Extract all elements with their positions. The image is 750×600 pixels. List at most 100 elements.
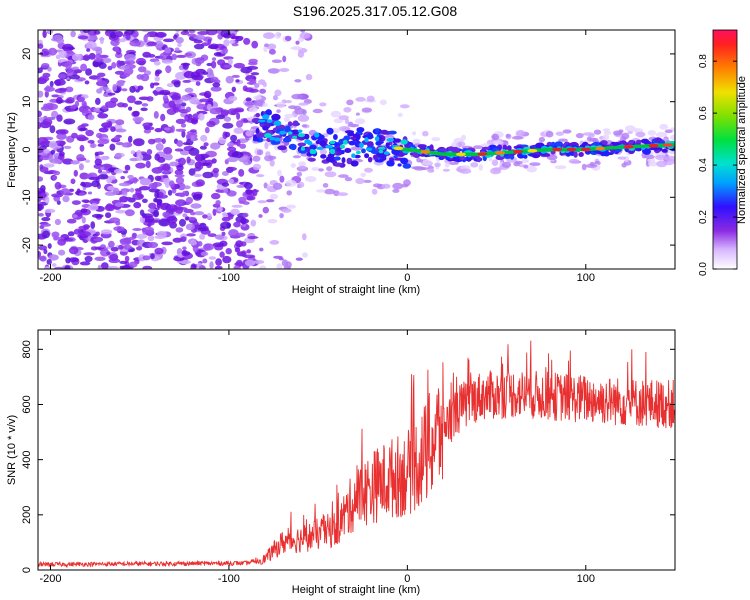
spectrogram-cell bbox=[197, 31, 210, 35]
spectrogram-cell bbox=[320, 154, 327, 159]
spectrogram-cell bbox=[38, 110, 42, 118]
spectrogram-cell bbox=[223, 64, 233, 68]
spectrogram-cell bbox=[302, 252, 308, 258]
spectrogram-cell bbox=[307, 157, 316, 162]
spectrogram-cell bbox=[322, 183, 329, 188]
spectrogram-peak bbox=[595, 146, 606, 151]
spectrogram-cell bbox=[268, 155, 277, 160]
spectrogram-cell bbox=[150, 184, 157, 190]
spectrogram-cell bbox=[238, 196, 247, 203]
spectrogram-cell bbox=[171, 53, 177, 60]
spectrogram-cell bbox=[231, 43, 239, 47]
spectrogram-cell bbox=[190, 129, 197, 133]
spectrogram-cell bbox=[263, 182, 268, 189]
spectrogram-cell bbox=[269, 193, 278, 200]
spectrogram-cell bbox=[38, 76, 50, 82]
spectrogram-cell bbox=[116, 81, 125, 87]
spectrogram-cell bbox=[227, 58, 233, 65]
spectrogram-cell bbox=[203, 90, 212, 99]
spectrogram-cell bbox=[258, 214, 263, 218]
spectrogram-cell bbox=[291, 129, 300, 135]
spectrogram-cell bbox=[41, 223, 51, 227]
spectrogram-cell bbox=[239, 143, 247, 149]
spectrogram-cell bbox=[386, 160, 395, 167]
spectrogram-cell bbox=[228, 95, 238, 102]
spectrogram-cell bbox=[279, 175, 285, 183]
spectrogram-cell bbox=[175, 54, 187, 58]
spectrogram-cell bbox=[294, 79, 302, 83]
spectrogram-cell bbox=[85, 68, 93, 76]
spectrogram-cell bbox=[190, 135, 195, 142]
spectrogram-cell bbox=[226, 190, 237, 197]
spectrogram-cell bbox=[209, 261, 214, 269]
spectrogram-cell bbox=[164, 153, 173, 161]
spectrogram-cell bbox=[195, 179, 205, 187]
spectrogram-cell bbox=[422, 130, 429, 137]
spectrogram-cell bbox=[154, 70, 160, 77]
spectrogram-cell bbox=[259, 247, 264, 252]
spectrogram-cell bbox=[220, 221, 232, 229]
spectrogram-cell bbox=[359, 142, 364, 148]
spectrogram-cell bbox=[326, 166, 333, 172]
x-tick-label: -100 bbox=[218, 573, 240, 585]
colorbar-tick-label: 0.6 bbox=[698, 106, 709, 120]
spectrogram-cell bbox=[412, 131, 417, 136]
spectrogram-cell bbox=[39, 164, 44, 170]
spectrogram-cell bbox=[132, 110, 140, 117]
spectrogram-cell bbox=[273, 95, 279, 101]
spectrogram-cell bbox=[50, 149, 56, 155]
spectrogram-cell bbox=[85, 129, 94, 137]
spectrogram-cell bbox=[162, 95, 169, 102]
spectrogram-cell bbox=[291, 93, 304, 100]
spectrogram-cell bbox=[250, 219, 257, 227]
spectrogram-cell bbox=[64, 265, 71, 269]
spectrogram-cell bbox=[298, 165, 307, 170]
spectrogram-cell bbox=[346, 99, 354, 106]
spectrogram-cell bbox=[523, 165, 529, 169]
spectrogram-cell bbox=[47, 66, 52, 72]
spectrogram-cell bbox=[374, 136, 380, 142]
spectrogram-cell bbox=[122, 170, 129, 174]
spectrogram-cell bbox=[44, 208, 56, 214]
spectrogram-cell bbox=[113, 226, 125, 232]
spectrogram-cell bbox=[71, 200, 81, 206]
spectrogram-peak bbox=[566, 147, 577, 152]
spectrogram-cell bbox=[142, 198, 148, 203]
spectrogram-cell bbox=[42, 30, 47, 38]
spectrogram-cell bbox=[269, 136, 276, 141]
spectrogram-cell bbox=[379, 99, 387, 106]
spectrogram-cell bbox=[397, 163, 402, 167]
spectrogram-cell bbox=[39, 255, 47, 262]
spectrogram-cell bbox=[381, 183, 391, 189]
spectrogram-cell bbox=[231, 151, 244, 159]
spectrogram-cell bbox=[222, 47, 229, 55]
spectrogram-cell bbox=[77, 35, 89, 40]
spectrogram-cell bbox=[246, 65, 259, 70]
spectrogram-cell bbox=[336, 147, 341, 152]
spectrogram-cell bbox=[118, 182, 131, 187]
spectrogram-cell bbox=[449, 162, 457, 165]
spectrogram-cell bbox=[136, 234, 148, 239]
spectrogram-cell bbox=[180, 123, 187, 128]
spectrogram-cell bbox=[488, 157, 493, 162]
spectrogram-cell bbox=[279, 213, 284, 219]
spectrogram-cell bbox=[98, 127, 109, 133]
spectrogram-cell bbox=[305, 73, 313, 81]
spectrogram-cell bbox=[154, 190, 160, 199]
spectrogram-cell bbox=[65, 86, 74, 93]
spectrogram-cell bbox=[71, 53, 82, 61]
spectrogram-cell bbox=[315, 146, 324, 150]
spectrogram-cell bbox=[222, 122, 234, 129]
spectrogram-cell bbox=[48, 254, 59, 261]
spectrogram-cell bbox=[302, 233, 307, 241]
spectrogram-cell bbox=[231, 86, 236, 93]
spectrogram-cell bbox=[417, 144, 427, 149]
spectrogram-cell bbox=[48, 154, 54, 163]
spectrogram-cell bbox=[459, 168, 472, 174]
spectrogram-cell bbox=[171, 92, 181, 101]
spectrogram-cell bbox=[511, 135, 524, 140]
spectrogram-peak bbox=[420, 150, 431, 154]
spectrogram-cell bbox=[76, 154, 85, 162]
spectrogram-cell bbox=[182, 246, 187, 250]
